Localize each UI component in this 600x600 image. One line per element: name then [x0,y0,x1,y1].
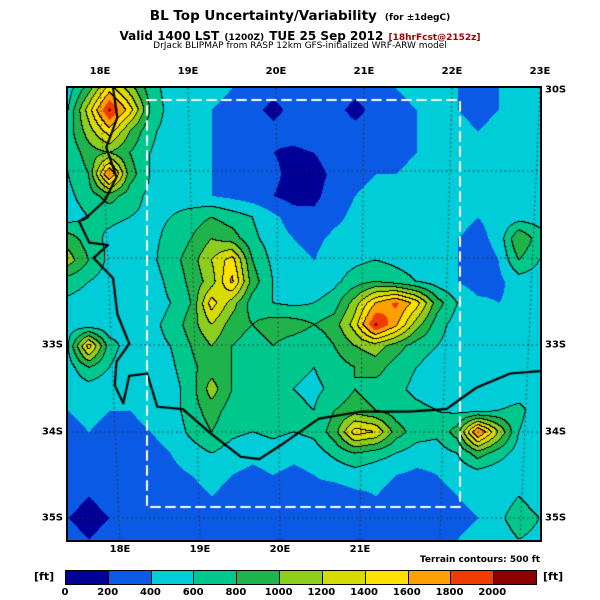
colorbar-segment [193,571,237,584]
axis-tick-label: 35S [41,512,63,524]
chart-title: BL Top Uncertainty/Variability (for ±1de… [0,5,600,24]
colorbar-segment [407,571,451,584]
colorbar-tick-label: 800 [225,587,247,598]
colorbar [65,570,537,585]
colorbar-segment [493,571,536,584]
valid-date-text: TUE 25 Sep 2012 [269,29,384,43]
axis-tick-label: 20E [265,66,287,77]
axis-tick-label: 34S [41,426,63,438]
axis-tick-label: 19E [189,544,211,555]
model-credit-line: DrJack BLIPMAP from RASP 12km GFS-initia… [153,41,447,51]
colorbar-segment [107,571,151,584]
colorbar-tick-label: 1600 [392,587,421,598]
axis-tick-label: 18E [109,544,131,555]
colorbar-tick-label: 1000 [264,587,293,598]
axis-tick-label: 19E [177,66,199,77]
colorbar-tick-label: 1400 [350,587,378,598]
colorbar-segment [150,571,194,584]
colorbar-segment [279,571,322,584]
valid-time-line: Valid 1400 LST (1200Z) TUE 25 Sep 2012 [… [0,25,600,44]
colorbar-segment [450,571,494,584]
colorbar-unit-left: [ft] [34,570,55,583]
colorbar-segment [321,571,365,584]
map-canvas [68,88,540,540]
axis-tick-label: 21E [353,66,375,77]
colorbar-tick-label: 400 [140,587,161,598]
axis-tick-label: 30S [545,84,567,96]
axis-tick-label: 23E [529,66,551,77]
chart-title-qualifier: (for ±1degC) [384,13,451,23]
colorbar-tick-label: 600 [182,587,204,598]
colorbar-tick-label: 2000 [478,587,507,598]
colorbar-tick-label: 200 [97,587,119,598]
colorbar-tick-label: 1800 [435,587,464,598]
forecast-tag-text: [18hrFcst@2152z] [388,33,481,43]
axis-tick-label: 34S [545,426,567,438]
map-plot-frame [66,86,542,542]
chart-title-text: BL Top Uncertainty/Variability [149,8,377,24]
colorbar-segment [364,571,408,584]
axis-tick-label: 33S [545,339,567,351]
valid-zulu-text: (1200Z) [224,33,265,43]
colorbar-segment [236,571,280,584]
axis-tick-label: 35S [545,512,567,524]
axis-tick-label: 33S [41,339,63,351]
colorbar-segment [66,571,108,584]
colorbar-tick-label: 1200 [307,587,336,598]
axis-tick-label: 18E [89,66,111,77]
axis-tick-label: 20E [269,544,291,555]
colorbar-tick-label: 0 [61,587,69,598]
terrain-contours-note: Terrain contours: 500 ft [419,555,540,565]
axis-tick-label: 21E [349,544,371,555]
valid-time-text: Valid 1400 LST [119,29,220,43]
axis-tick-label: 22E [441,66,463,77]
colorbar-unit-right: [ft] [543,570,564,583]
